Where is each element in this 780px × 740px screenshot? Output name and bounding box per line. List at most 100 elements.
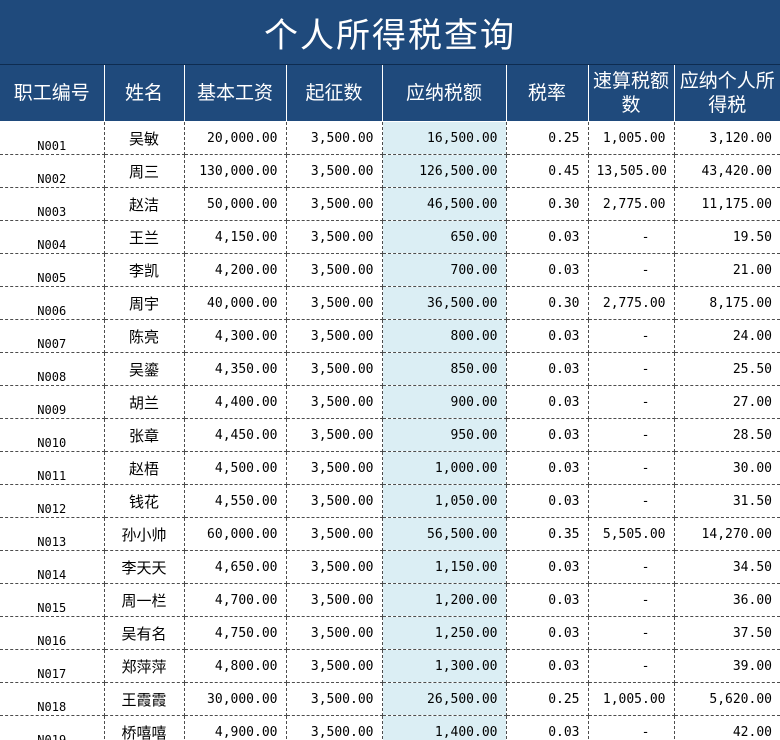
cell-employee-id[interactable]: N005 — [0, 253, 105, 287]
cell-name[interactable]: 周宇 — [104, 286, 185, 320]
cell-income-tax[interactable]: 21.00 — [674, 253, 780, 287]
cell-name[interactable]: 赵洁 — [104, 187, 185, 221]
cell-tax-rate[interactable]: 0.03 — [506, 583, 589, 617]
cell-taxable-amount[interactable]: 26,500.00 — [382, 682, 507, 716]
cell-tax-rate[interactable]: 0.03 — [506, 715, 589, 740]
cell-taxable-amount[interactable]: 16,500.00 — [382, 121, 507, 155]
cell-income-tax[interactable]: 8,175.00 — [674, 286, 780, 320]
cell-name[interactable]: 李凯 — [104, 253, 185, 287]
cell-name[interactable]: 王兰 — [104, 220, 185, 254]
cell-threshold[interactable]: 3,500.00 — [286, 682, 383, 716]
cell-name[interactable]: 周三 — [104, 154, 185, 188]
cell-tax-rate[interactable]: 0.03 — [506, 484, 589, 518]
cell-taxable-amount[interactable]: 850.00 — [382, 352, 507, 386]
cell-quick-deduction[interactable]: 1,005.00 — [588, 121, 675, 155]
cell-income-tax[interactable]: 39.00 — [674, 649, 780, 683]
cell-quick-deduction[interactable]: - — [588, 616, 675, 650]
header-name[interactable]: 姓名 — [104, 65, 185, 122]
cell-base-salary[interactable]: 4,350.00 — [184, 352, 287, 386]
cell-employee-id[interactable]: N018 — [0, 682, 105, 716]
cell-income-tax[interactable]: 14,270.00 — [674, 517, 780, 551]
cell-employee-id[interactable]: N017 — [0, 649, 105, 683]
cell-quick-deduction[interactable]: - — [588, 451, 675, 485]
cell-base-salary[interactable]: 4,650.00 — [184, 550, 287, 584]
cell-name[interactable]: 张章 — [104, 418, 185, 452]
cell-taxable-amount[interactable]: 900.00 — [382, 385, 507, 419]
cell-tax-rate[interactable]: 0.35 — [506, 517, 589, 551]
cell-taxable-amount[interactable]: 1,300.00 — [382, 649, 507, 683]
cell-base-salary[interactable]: 130,000.00 — [184, 154, 287, 188]
cell-threshold[interactable]: 3,500.00 — [286, 187, 383, 221]
cell-quick-deduction[interactable]: - — [588, 649, 675, 683]
cell-quick-deduction[interactable]: - — [588, 385, 675, 419]
cell-taxable-amount[interactable]: 800.00 — [382, 319, 507, 353]
cell-base-salary[interactable]: 4,700.00 — [184, 583, 287, 617]
cell-tax-rate[interactable]: 0.03 — [506, 649, 589, 683]
cell-tax-rate[interactable]: 0.30 — [506, 286, 589, 320]
cell-tax-rate[interactable]: 0.03 — [506, 253, 589, 287]
cell-threshold[interactable]: 3,500.00 — [286, 385, 383, 419]
cell-threshold[interactable]: 3,500.00 — [286, 550, 383, 584]
cell-tax-rate[interactable]: 0.25 — [506, 121, 589, 155]
cell-name[interactable]: 钱花 — [104, 484, 185, 518]
cell-name[interactable]: 郑萍萍 — [104, 649, 185, 683]
cell-employee-id[interactable]: N002 — [0, 154, 105, 188]
cell-threshold[interactable]: 3,500.00 — [286, 484, 383, 518]
cell-tax-rate[interactable]: 0.03 — [506, 418, 589, 452]
cell-quick-deduction[interactable]: 1,005.00 — [588, 682, 675, 716]
cell-employee-id[interactable]: N016 — [0, 616, 105, 650]
cell-quick-deduction[interactable]: - — [588, 418, 675, 452]
cell-quick-deduction[interactable]: - — [588, 319, 675, 353]
cell-base-salary[interactable]: 4,800.00 — [184, 649, 287, 683]
cell-quick-deduction[interactable]: 5,505.00 — [588, 517, 675, 551]
cell-base-salary[interactable]: 30,000.00 — [184, 682, 287, 716]
cell-employee-id[interactable]: N007 — [0, 319, 105, 353]
cell-threshold[interactable]: 3,500.00 — [286, 451, 383, 485]
cell-employee-id[interactable]: N014 — [0, 550, 105, 584]
cell-name[interactable]: 周一栏 — [104, 583, 185, 617]
cell-tax-rate[interactable]: 0.03 — [506, 616, 589, 650]
cell-name[interactable]: 陈亮 — [104, 319, 185, 353]
cell-employee-id[interactable]: N006 — [0, 286, 105, 320]
cell-taxable-amount[interactable]: 36,500.00 — [382, 286, 507, 320]
cell-name[interactable]: 胡兰 — [104, 385, 185, 419]
cell-employee-id[interactable]: N011 — [0, 451, 105, 485]
cell-income-tax[interactable]: 43,420.00 — [674, 154, 780, 188]
cell-base-salary[interactable]: 60,000.00 — [184, 517, 287, 551]
cell-taxable-amount[interactable]: 1,150.00 — [382, 550, 507, 584]
cell-base-salary[interactable]: 4,200.00 — [184, 253, 287, 287]
cell-threshold[interactable]: 3,500.00 — [286, 517, 383, 551]
cell-employee-id[interactable]: N003 — [0, 187, 105, 221]
cell-employee-id[interactable]: N008 — [0, 352, 105, 386]
cell-income-tax[interactable]: 27.00 — [674, 385, 780, 419]
header-income-tax[interactable]: 应纳个人所得税 — [674, 65, 780, 122]
cell-income-tax[interactable]: 24.00 — [674, 319, 780, 353]
cell-name[interactable]: 桥嘻嘻 — [104, 715, 185, 740]
cell-taxable-amount[interactable]: 700.00 — [382, 253, 507, 287]
cell-income-tax[interactable]: 5,620.00 — [674, 682, 780, 716]
cell-employee-id[interactable]: N019 — [0, 715, 105, 740]
cell-income-tax[interactable]: 19.50 — [674, 220, 780, 254]
cell-taxable-amount[interactable]: 1,250.00 — [382, 616, 507, 650]
header-taxable-amount[interactable]: 应纳税额 — [382, 65, 507, 122]
cell-tax-rate[interactable]: 0.03 — [506, 385, 589, 419]
header-threshold[interactable]: 起征数 — [286, 65, 383, 122]
cell-quick-deduction[interactable]: - — [588, 550, 675, 584]
cell-threshold[interactable]: 3,500.00 — [286, 616, 383, 650]
cell-taxable-amount[interactable]: 650.00 — [382, 220, 507, 254]
cell-employee-id[interactable]: N004 — [0, 220, 105, 254]
cell-threshold[interactable]: 3,500.00 — [286, 352, 383, 386]
cell-tax-rate[interactable]: 0.03 — [506, 220, 589, 254]
cell-name[interactable]: 吴敏 — [104, 121, 185, 155]
cell-quick-deduction[interactable]: 2,775.00 — [588, 286, 675, 320]
header-employee-id[interactable]: 职工编号 — [0, 65, 105, 122]
cell-quick-deduction[interactable]: - — [588, 253, 675, 287]
cell-employee-id[interactable]: N013 — [0, 517, 105, 551]
header-base-salary[interactable]: 基本工资 — [184, 65, 287, 122]
cell-quick-deduction[interactable]: - — [588, 484, 675, 518]
cell-income-tax[interactable]: 28.50 — [674, 418, 780, 452]
cell-income-tax[interactable]: 3,120.00 — [674, 121, 780, 155]
cell-tax-rate[interactable]: 0.03 — [506, 319, 589, 353]
cell-taxable-amount[interactable]: 1,400.00 — [382, 715, 507, 740]
cell-threshold[interactable]: 3,500.00 — [286, 319, 383, 353]
